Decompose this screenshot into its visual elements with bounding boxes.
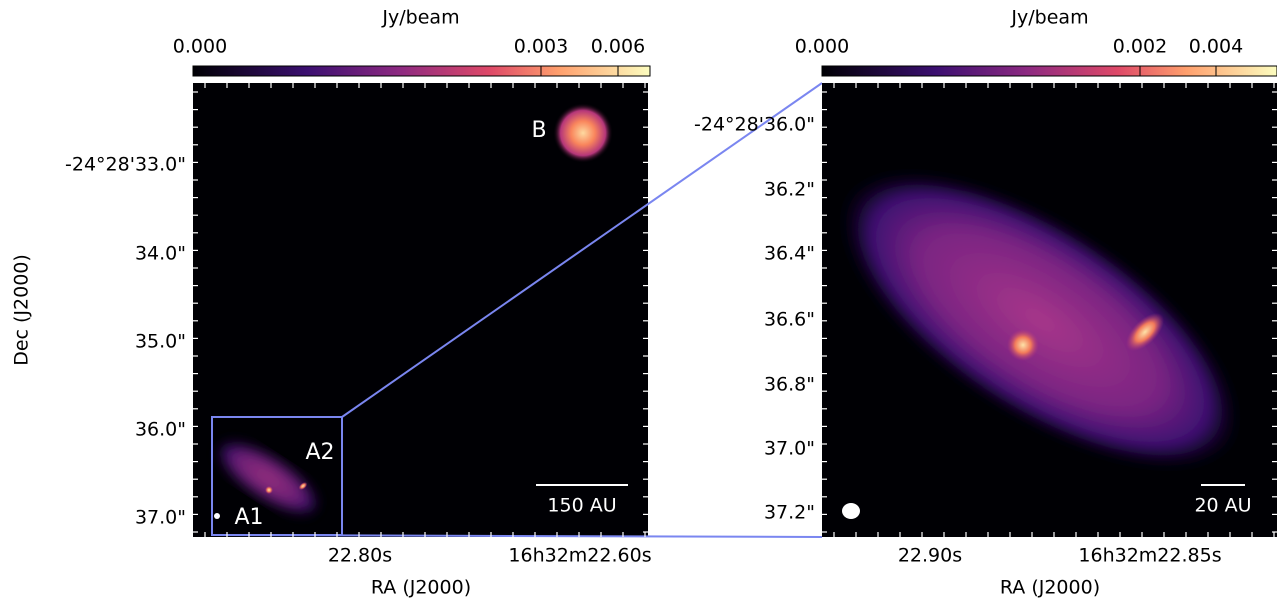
colorbar-tick-label: 0.004: [1189, 36, 1243, 58]
colorbar-tick-label: 0.002: [1113, 36, 1167, 58]
scale-bar-label: 20 AU: [1194, 495, 1251, 517]
y-tick-label: 36.8": [764, 374, 815, 396]
scale-bar-label: 150 AU: [547, 495, 616, 517]
y-tick-label: 35.0": [135, 331, 186, 353]
colorbar-label: Jy/beam: [1010, 7, 1088, 29]
annotation: B: [531, 118, 546, 143]
y-tick-label: -24°28'36.0": [694, 114, 815, 136]
x-tick-label: 16h32m22.85s: [1078, 545, 1221, 567]
hotspot: [1126, 313, 1164, 351]
x-tick-label: 22.80s: [328, 545, 392, 567]
colorbar: [192, 65, 651, 77]
right-panel: Jy/beam 0.000 0.002 0.004 20 AU -24°28'3…: [694, 7, 1277, 599]
y-tick-label: 36.4": [764, 243, 815, 265]
y-tick-label: -24°28'33.0": [65, 154, 186, 176]
y-tick-label: 34.0": [135, 243, 186, 265]
colorbar-tick-label: 0.006: [591, 36, 645, 58]
y-tick-label: 36.0": [135, 419, 186, 441]
beam: [842, 503, 860, 519]
zoom-line: [341, 82, 823, 418]
x-axis-label: RA (J2000): [1000, 577, 1100, 599]
colorbar-tick-label: 0.000: [173, 36, 227, 58]
x-tick-label: 22.90s: [898, 545, 962, 567]
annotation: A2: [305, 440, 334, 465]
hotspot: [265, 486, 273, 494]
left-panel: Jy/beam 0.000 0.003 0.006 B A2 A1 150 AU…: [11, 7, 823, 599]
colorbar-tick-label: 0.000: [795, 36, 849, 58]
y-tick-label: 37.2": [764, 502, 815, 524]
y-axis-label: Dec (J2000): [11, 254, 33, 366]
annotation: A1: [234, 505, 263, 530]
x-tick-label: 16h32m22.60s: [508, 545, 651, 567]
source-b: [553, 103, 613, 163]
y-tick-label: 36.2": [764, 179, 815, 201]
colorbar-label: Jy/beam: [381, 7, 459, 29]
y-tick-label: 36.6": [764, 309, 815, 331]
x-axis-label: RA (J2000): [371, 577, 471, 599]
hotspot: [298, 482, 308, 490]
beam: [214, 513, 220, 519]
source-a: [216, 440, 320, 516]
disk: [840, 171, 1240, 469]
y-tick-label: 37.0": [135, 507, 186, 529]
y-tick-label: 37.0": [764, 438, 815, 460]
colorbar: [821, 65, 1277, 77]
zoom-line: [211, 534, 823, 538]
hotspot: [1007, 329, 1039, 361]
colorbar-tick-label: 0.003: [514, 36, 568, 58]
